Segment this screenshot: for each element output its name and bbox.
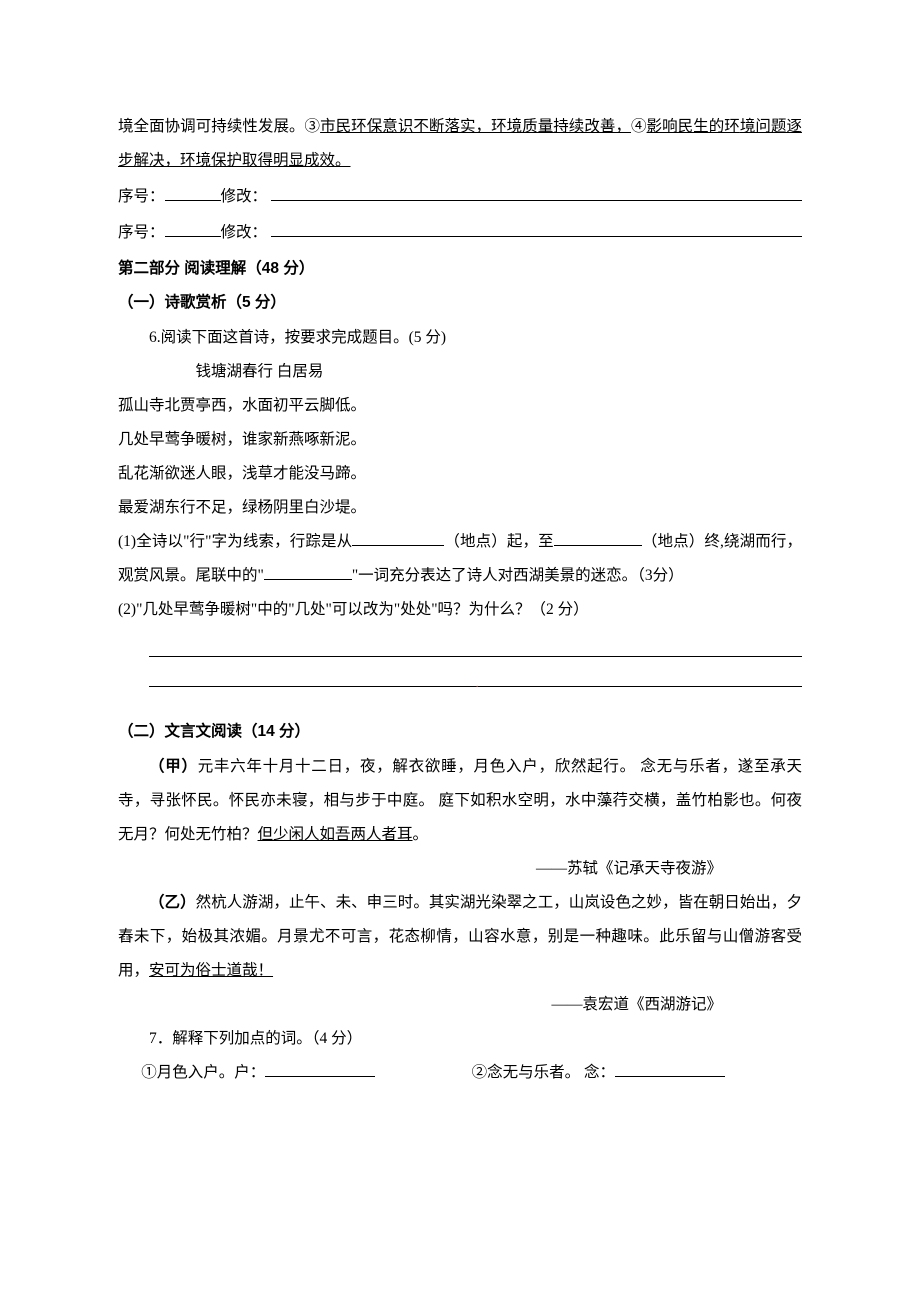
intro-paragraph: 境全面协调可持续性发展。③市民环保意识不断落实，环境质量持续改善，④影响民生的环… xyxy=(118,110,802,178)
correction-row-1: 序号： 修改： xyxy=(118,180,802,214)
answer-blank-line-1[interactable] xyxy=(149,655,802,657)
seq-blank[interactable] xyxy=(165,221,221,238)
mod-blank[interactable] xyxy=(271,185,802,202)
seq-label: 序号： xyxy=(118,216,165,250)
q7-col-1: ①月色入户。户： xyxy=(118,1056,472,1090)
jia-source: ——苏轼《记承天寺夜游》 xyxy=(118,852,802,886)
jia-end: 。 xyxy=(413,826,429,843)
q7-2-blank[interactable] xyxy=(615,1061,725,1078)
passage-jia: （甲）元丰六年十月十二日，夜，解衣欲睡，月色入户，欣然起行。 念无与乐者，遂至承… xyxy=(118,750,802,852)
q6-1-blank-2[interactable] xyxy=(554,530,642,547)
mod-label: 修改： xyxy=(221,180,268,214)
q6-1-blank-1[interactable] xyxy=(352,530,444,547)
q7-col-2: ②念无与乐者。 念： xyxy=(472,1056,802,1090)
yi-label: （乙） xyxy=(149,894,196,911)
stray-mark: · xyxy=(476,677,479,699)
poem-line-1: 孤山寺北贾亭西，水面初平云脚低。 xyxy=(118,389,802,423)
q6-1-blank-3[interactable] xyxy=(264,564,352,581)
yi-underline: 安可为俗士道哉！ xyxy=(149,962,273,979)
intro-text-plain: 境全面协调可持续性发展。③ xyxy=(118,118,320,135)
yi-source: ——袁宏道《西湖游记》 xyxy=(118,988,802,1022)
correction-row-2: 序号： 修改： xyxy=(118,216,802,250)
q7-intro: 7．解释下列加点的词。（4 分） xyxy=(118,1022,802,1056)
mod-label: 修改： xyxy=(221,216,268,250)
passage-yi: （乙）然杭人游湖，止午、未、申三时。其实湖光染翠之工，山岚设色之妙，皆在朝日始出… xyxy=(118,886,802,988)
poem-line-2: 几处早莺争暖树，谁家新燕啄新泥。 xyxy=(118,423,802,457)
intro-marker-4: ④ xyxy=(631,118,647,135)
q7-2-text: ②念无与乐者。 念： xyxy=(472,1064,615,1081)
answer-blank-line-2[interactable]: · xyxy=(149,685,802,687)
section-1-heading: （一）诗歌赏析（5 分） xyxy=(118,286,802,320)
q6-intro: 6.阅读下面这首诗，按要求完成题目。(5 分) xyxy=(118,321,802,355)
q6-1: (1)全诗以"行"字为线索，行踪是从（地点）起，至（地点）终,绕湖而行，观赏风景… xyxy=(118,525,802,593)
poem-line-4: 最爱湖东行不足，绿杨阴里白沙堤。 xyxy=(118,491,802,525)
jia-text: 元丰六年十月十二日，夜，解衣欲睡，月色入户，欣然起行。 念无与乐者，遂至承天寺，… xyxy=(118,758,802,843)
q6-1-text-d: "一词充分表达了诗人对西湖美景的迷恋。（3分） xyxy=(352,567,684,584)
intro-underline-1: 市民环保意识不断落实，环境质量持续改善， xyxy=(320,118,631,135)
q6-1-text-a: (1)全诗以"行"字为线索，行踪是从 xyxy=(118,533,352,550)
seq-label: 序号： xyxy=(118,180,165,214)
jia-label: （甲） xyxy=(149,758,198,775)
q6-1-text-b: （地点）起，至 xyxy=(444,533,554,550)
part2-heading: 第二部分 阅读理解（48 分） xyxy=(118,252,802,286)
section-2-heading: （二）文言文阅读（14 分） xyxy=(118,715,802,749)
poem-line-3: 乱花渐欲迷人眼，浅草才能没马蹄。 xyxy=(118,457,802,491)
q7-1-blank[interactable] xyxy=(265,1061,375,1078)
page-container: 境全面协调可持续性发展。③市民环保意识不断落实，环境质量持续改善，④影响民生的环… xyxy=(0,0,920,1190)
seq-blank[interactable] xyxy=(165,185,221,202)
q7-1-text: ①月色入户。户： xyxy=(141,1064,265,1081)
jia-underline: 但少闲人如吾两人者耳 xyxy=(258,826,413,843)
poem-title: 钱塘湖春行 白居易 xyxy=(118,355,802,389)
q7-row: ①月色入户。户： ②念无与乐者。 念： xyxy=(118,1056,802,1090)
intro-underline-2: 影响民生的环 xyxy=(647,118,740,135)
mod-blank[interactable] xyxy=(271,221,802,238)
q6-2: (2)"几处早莺争暖树"中的"几处"可以改为"处处"吗？为什么？（2 分） xyxy=(118,593,802,627)
